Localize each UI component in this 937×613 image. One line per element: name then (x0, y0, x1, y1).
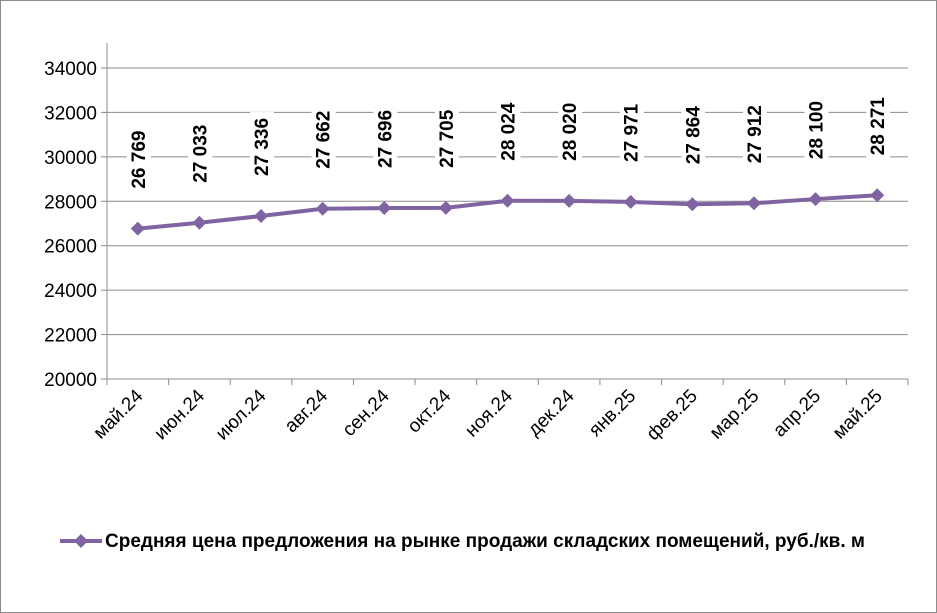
data-label-bg (866, 91, 891, 160)
x-tick-label: апр.25 (769, 386, 825, 442)
data-point (808, 192, 823, 207)
axes (101, 43, 909, 385)
data-point (746, 196, 761, 211)
data-label: 28 100 (807, 101, 828, 159)
data-label-bg (373, 104, 398, 173)
data-label-bg (434, 103, 459, 172)
data-point (562, 193, 577, 208)
data-label: 27 662 (314, 111, 335, 169)
y-tick-label: 28000 (44, 192, 97, 213)
data-label-bg (619, 97, 644, 166)
data-point (500, 193, 515, 208)
y-tick-label: 24000 (44, 281, 97, 302)
data-point (315, 201, 330, 216)
series-line (130, 188, 885, 236)
data-label-bg (804, 95, 829, 164)
data-label: 27 705 (437, 109, 458, 168)
x-tick-label: окт.24 (404, 385, 456, 437)
x-tick-label: сен.24 (339, 385, 394, 440)
data-label-bg (188, 118, 213, 187)
data-label-bg (496, 96, 521, 165)
data-label: 28 024 (499, 102, 520, 161)
x-tick-label: июн.24 (150, 385, 209, 444)
data-label: 27 336 (252, 118, 273, 176)
data-label: 27 971 (622, 103, 643, 162)
data-label-bg (742, 99, 767, 168)
data-label-bg (311, 104, 336, 173)
y-tick-label: 34000 (44, 59, 97, 80)
data-point (685, 197, 700, 212)
data-point (130, 221, 145, 236)
y-tick-label: 22000 (44, 326, 97, 347)
data-point (438, 200, 453, 215)
data-label-bg (681, 100, 706, 169)
x-tick-labels: май.24 июн.24 июл.24 авг.24 сен.24 окт.24 ноя.… (90, 385, 887, 445)
data-label: 27 912 (745, 105, 766, 163)
x-tick-label: мар.25 (706, 386, 764, 444)
y-tick-label: 30000 (44, 148, 97, 169)
y-tick-label: 32000 (44, 103, 97, 124)
data-point (870, 188, 885, 203)
data-point (377, 201, 392, 216)
x-tick-label: ноя.24 (461, 385, 517, 441)
legend-text: Средняя цена предложения на рынке продаж… (105, 531, 865, 552)
data-label-bg (250, 112, 275, 181)
data-point (192, 215, 207, 230)
x-tick-label: июл.24 (212, 385, 271, 444)
legend-marker (60, 534, 102, 548)
data-label: 28 271 (868, 97, 889, 156)
data-label-bg (558, 96, 583, 165)
x-tick-label: май.24 (90, 385, 148, 443)
y-tick-labels: 20000 22000 24000 26000 28000 30000 32000 34000 (44, 59, 97, 391)
x-tick-label: янв.25 (585, 386, 640, 441)
x-tick-label: фев.25 (643, 386, 702, 445)
data-label: 27 696 (375, 110, 396, 168)
x-tick-label: дек.24 (524, 385, 579, 440)
y-tick-label: 26000 (44, 237, 97, 258)
data-label-bg (126, 124, 151, 193)
data-label: 28 020 (560, 103, 581, 161)
data-label: 27 864 (683, 106, 704, 165)
data-label: 27 033 (190, 125, 211, 183)
x-tick-label: май.25 (829, 386, 887, 444)
data-point (623, 194, 638, 209)
data-point (254, 209, 269, 224)
y-tick-label: 20000 (44, 370, 97, 391)
x-tick-label: авг.24 (281, 385, 333, 437)
data-labels: 26 769 27 033 27 336 27 662 27 696 27 705 28 0… (126, 91, 891, 193)
data-label: 26 769 (129, 131, 150, 189)
